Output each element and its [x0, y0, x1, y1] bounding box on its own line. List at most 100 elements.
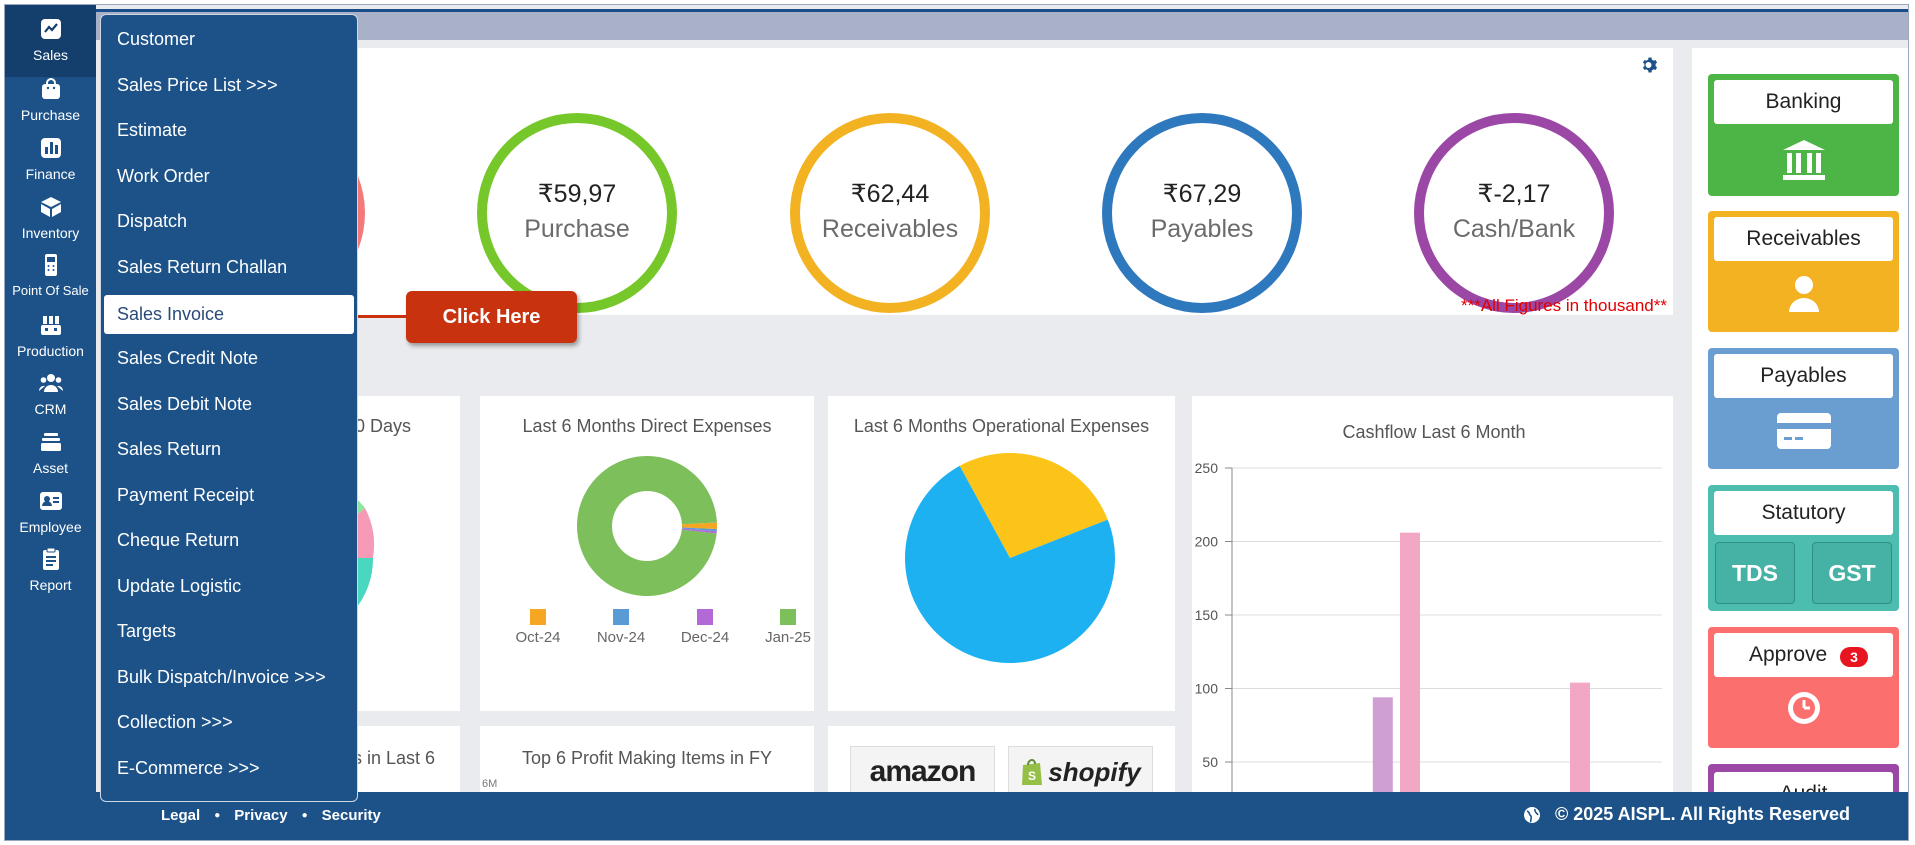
click-here-callout: Click Here — [406, 291, 577, 343]
app-frame: Sales Purchase Finance Inventory Point O… — [4, 4, 1909, 841]
legend-swatch — [613, 609, 629, 625]
nav-item-report[interactable]: Report — [5, 535, 96, 607]
card-title: 0 Days — [355, 416, 412, 436]
approval-count-badge: 3 — [1840, 647, 1868, 667]
user-icon — [1789, 276, 1819, 312]
nav-item-sales[interactable]: Sales — [5, 5, 96, 77]
legend-label: Jan-25 — [765, 629, 811, 646]
axis-label: 6M — [482, 778, 498, 790]
donut-slice-nov-24[interactable] — [681, 527, 717, 532]
donut-slice-oct-24[interactable] — [681, 522, 717, 530]
svg-text:S: S — [1028, 769, 1036, 783]
kpi-purchase[interactable]: ₹59,97 Purchase — [477, 113, 677, 313]
menu-item-sales-credit-note[interactable]: Sales Credit Note — [117, 348, 259, 368]
gst-button[interactable]: GST — [1812, 542, 1892, 604]
tile-label: Statutory — [1714, 491, 1893, 535]
kpi-payables[interactable]: ₹67,29 Payables — [1102, 113, 1302, 313]
kpi-receivables[interactable]: ₹62,44 Receivables — [790, 113, 990, 313]
nav-item-purchase[interactable]: Purchase — [5, 65, 96, 137]
shopify-logo[interactable]: S shopify — [1008, 746, 1153, 798]
legend-swatch — [530, 609, 546, 625]
menu-item-sales-invoice[interactable]: Sales Invoice — [104, 295, 354, 334]
nav-item-asset[interactable]: Asset — [5, 418, 96, 490]
card-title: s in Last 6 — [353, 748, 436, 768]
users-icon — [38, 374, 63, 392]
credit-card-icon — [1777, 413, 1831, 449]
tds-button[interactable]: TDS — [1715, 542, 1795, 604]
menu-item-customer[interactable]: Customer — [117, 29, 196, 49]
y-tick-label: 100 — [1195, 681, 1219, 697]
legend-swatch — [780, 609, 796, 625]
tile-statutory[interactable]: Statutory TDS GST — [1708, 485, 1899, 611]
y-tick-label: 250 — [1195, 460, 1219, 476]
shopify-bag-icon: S — [1022, 759, 1043, 785]
menu-item-sales-price-list[interactable]: Sales Price List >>> — [117, 75, 278, 95]
footer-link-security[interactable]: Security — [321, 807, 381, 824]
menu-item-work-order[interactable]: Work Order — [117, 166, 210, 186]
menu-item-bulk-dispatch-invoice[interactable]: Bulk Dispatch/Invoice >>> — [117, 667, 326, 687]
menu-item-e-commerce[interactable]: E-Commerce >>> — [117, 758, 260, 778]
nav-item-crm[interactable]: CRM — [5, 359, 96, 431]
menu-item-sales-return-challan[interactable]: Sales Return Challan — [117, 257, 288, 277]
donut-slice-dec-24[interactable] — [681, 528, 717, 534]
pos-terminal-icon — [44, 254, 57, 276]
left-nav: Sales Purchase Finance Inventory Point O… — [5, 5, 96, 795]
tile-banking[interactable]: Banking — [1708, 74, 1899, 196]
tile-payables[interactable]: Payables — [1708, 348, 1899, 469]
y-tick-label: 50 — [1202, 754, 1218, 770]
nav-item-finance[interactable]: Finance — [5, 124, 96, 196]
menu-item-cheque-return[interactable]: Cheque Return — [117, 530, 240, 550]
card-ecommerce-logos: amazon S shopify — [828, 726, 1175, 798]
direct-expenses-donut: Oct-24 Nov-24 Dec-24 Jan-25 — [515, 456, 811, 646]
stack-icon — [40, 433, 61, 451]
card-title: Last 6 Months Operational Expenses — [853, 416, 1150, 436]
menu-item-sales-debit-note[interactable]: Sales Debit Note — [117, 394, 253, 414]
bar-chart-icon — [40, 138, 61, 158]
sales-menu: Customer Sales Price List >>> Estimate Work… — [100, 14, 358, 802]
pie-slice[interactable] — [959, 453, 1108, 558]
card-cashflow: Cashflow Last 6 Month 250 200 150 100 50 — [1192, 396, 1673, 796]
menu-item-payment-receipt[interactable]: Payment Receipt — [117, 485, 255, 505]
shopping-bag-icon — [41, 78, 60, 99]
menu-item-dispatch[interactable]: Dispatch — [117, 211, 188, 231]
factory-icon — [40, 316, 61, 335]
card-operational-expenses: Last 6 Months Operational Expenses — [828, 396, 1175, 711]
id-card-icon — [39, 492, 62, 510]
footer-link-legal[interactable]: Legal — [161, 807, 201, 824]
callout-pointer — [350, 315, 408, 318]
menu-item-estimate[interactable]: Estimate — [117, 120, 188, 140]
footer-separator: ● — [214, 810, 221, 821]
kpi-cash-bank[interactable]: ₹-2,17 Cash/Bank — [1414, 113, 1614, 313]
menu-item-update-logistic[interactable]: Update Logistic — [117, 576, 242, 596]
globe-icon[interactable] — [1523, 806, 1541, 824]
menu-item-targets[interactable]: Targets — [117, 621, 177, 641]
menu-item-collection[interactable]: Collection >>> — [117, 712, 233, 732]
menu-item-sales-return[interactable]: Sales Return — [117, 439, 222, 459]
kpi-label: Cash/Bank — [1452, 214, 1576, 243]
gear-icon[interactable] — [1641, 56, 1659, 74]
footer-link-privacy[interactable]: Privacy — [234, 807, 288, 824]
cashflow-bar[interactable] — [1400, 532, 1420, 796]
nav-item-point-of-sale[interactable]: Point Of Sale — [5, 241, 96, 313]
legend-label: Oct-24 — [515, 629, 560, 646]
nav-item-production[interactable]: Production — [5, 301, 96, 373]
nav-item-employee[interactable]: Employee — [5, 477, 96, 549]
y-tick-label: 200 — [1195, 534, 1219, 550]
card-title: Cashflow Last 6 Month — [1342, 422, 1526, 442]
pie-slice[interactable] — [905, 465, 1115, 663]
cashflow-bar[interactable] — [1372, 697, 1393, 796]
operational-expenses-pie — [905, 453, 1115, 663]
copyright-text: © 2025 AISPL. All Rights Reserved — [1554, 804, 1850, 824]
kpi-label: Receivables — [821, 214, 959, 243]
cashflow-bar[interactable] — [1570, 682, 1590, 796]
card-direct-expenses: Last 6 Months Direct Expenses Oct-24 Nov-… — [480, 396, 814, 711]
y-tick-label: 150 — [1195, 607, 1219, 623]
donut-slice-jan-25[interactable] — [577, 456, 717, 596]
box-icon — [40, 197, 61, 217]
tile-receivables[interactable]: Receivables — [1708, 211, 1899, 332]
figures-note: ***All Figures in thousand** — [1460, 296, 1667, 315]
nav-item-inventory[interactable]: Inventory — [5, 183, 96, 255]
amazon-logo[interactable]: amazon — [850, 746, 995, 798]
tile-approve[interactable]: Approve 3 — [1708, 627, 1899, 748]
kpi-amount: ₹62,44 — [850, 179, 930, 208]
